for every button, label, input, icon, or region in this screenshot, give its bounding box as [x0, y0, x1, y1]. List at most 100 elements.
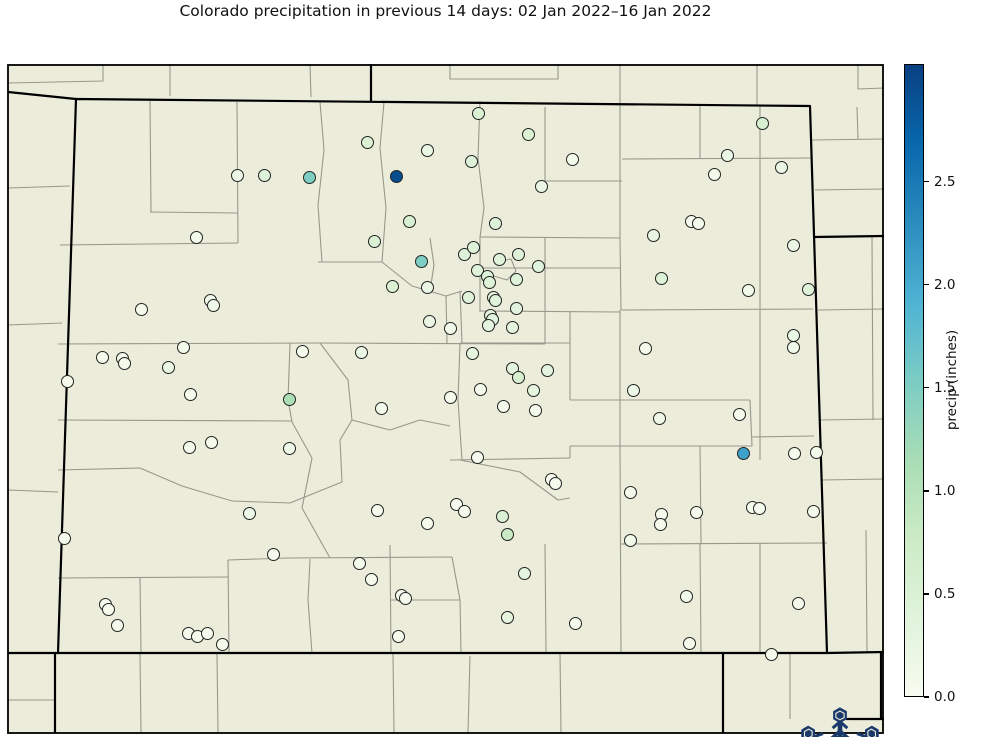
colorbar-tick — [924, 180, 929, 183]
station-dot — [161, 360, 175, 374]
station-dot — [230, 168, 244, 182]
station-dot — [809, 445, 823, 459]
station-dot — [752, 501, 766, 515]
colorbar-tick — [924, 490, 929, 492]
station-dot — [526, 383, 540, 397]
station-dot — [473, 382, 487, 396]
station-dot — [691, 216, 705, 230]
station-dot — [496, 399, 510, 413]
station-dot — [402, 214, 416, 228]
station-dot — [682, 636, 696, 650]
colorbar-tick-label: 0.5 — [934, 585, 956, 602]
station-dot — [242, 506, 256, 520]
station-dot — [420, 516, 434, 530]
axes-frame — [7, 64, 884, 734]
station-dot — [215, 637, 229, 651]
snowflake-icon — [801, 707, 879, 737]
station-dot — [500, 610, 514, 624]
station-dot — [531, 259, 545, 273]
map-canvas: Powered by ACIS Regional Climate Centers — [7, 64, 884, 737]
station-dot — [364, 572, 378, 586]
station-dot — [470, 263, 484, 277]
station-dot — [257, 168, 271, 182]
station-dot — [354, 345, 368, 359]
colorbar-tick — [924, 593, 929, 595]
county-lines — [7, 64, 884, 734]
station-dot — [101, 602, 115, 616]
station-dot — [626, 383, 640, 397]
station-dot — [176, 340, 190, 354]
station-dot — [385, 279, 399, 293]
colorbar-tick-label: 1.0 — [934, 482, 956, 499]
station-dot — [204, 435, 218, 449]
colorbar-tick — [924, 386, 929, 389]
station-dot — [360, 135, 374, 149]
station-dot — [443, 321, 457, 335]
station-dot — [471, 106, 485, 120]
station-dot — [470, 450, 484, 464]
station-dot — [206, 298, 220, 312]
station-dot — [638, 341, 652, 355]
station-dot — [465, 346, 479, 360]
station-dot — [654, 271, 668, 285]
station-dot — [182, 440, 196, 454]
station-dot — [420, 280, 434, 294]
station-dot — [736, 446, 750, 460]
colorbar-tick-label: 0.0 — [934, 689, 956, 705]
colorbar-tick — [924, 696, 929, 698]
station-dot — [707, 167, 721, 181]
station-dot — [481, 318, 495, 332]
station-dot — [787, 446, 801, 460]
station-dot — [422, 314, 436, 328]
station-dot — [189, 230, 203, 244]
station-dot — [391, 629, 405, 643]
station-dot — [389, 169, 403, 183]
station-dot — [492, 252, 506, 266]
station-dot — [720, 148, 734, 162]
station-dot — [461, 290, 475, 304]
station-dot — [282, 441, 296, 455]
station-dot — [786, 340, 800, 354]
station-dot — [57, 531, 71, 545]
station-dot — [646, 228, 660, 242]
station-dot — [806, 504, 820, 518]
station-dot — [414, 254, 428, 268]
station-dot — [786, 328, 800, 342]
colorbar — [904, 64, 924, 697]
station-dot — [370, 503, 384, 517]
station-dot — [568, 616, 582, 630]
station-dot — [509, 272, 523, 286]
station-dot — [774, 160, 788, 174]
station-dot — [505, 320, 519, 334]
station-dot — [282, 392, 296, 406]
colorbar-tick-label: 2.0 — [934, 276, 956, 293]
station-dot — [511, 247, 525, 261]
station-dot — [786, 238, 800, 252]
station-dot — [755, 116, 769, 130]
station-dot — [200, 626, 214, 640]
station-dot — [398, 591, 412, 605]
colorbar-axis-label: precip (inches) — [944, 329, 960, 431]
station-dot — [653, 517, 667, 531]
station-dot — [623, 485, 637, 499]
station-dot — [764, 647, 778, 661]
station-dot — [791, 596, 805, 610]
plot-title: Colorado precipitation in previous 14 da… — [179, 2, 712, 20]
station-dot — [266, 547, 280, 561]
station-dot — [443, 390, 457, 404]
station-dot — [466, 240, 480, 254]
station-dot — [117, 356, 131, 370]
station-dot — [500, 527, 514, 541]
station-dot — [511, 370, 525, 384]
station-dot — [495, 509, 509, 523]
station-dot — [689, 505, 703, 519]
station-dot — [517, 566, 531, 580]
station-dot — [482, 275, 496, 289]
station-dot — [741, 283, 755, 297]
basemap-svg — [7, 64, 884, 734]
colorbar-tick-label: 2.5 — [934, 173, 956, 190]
station-dot — [732, 407, 746, 421]
station-dot — [110, 618, 124, 632]
station-dot — [623, 533, 637, 547]
